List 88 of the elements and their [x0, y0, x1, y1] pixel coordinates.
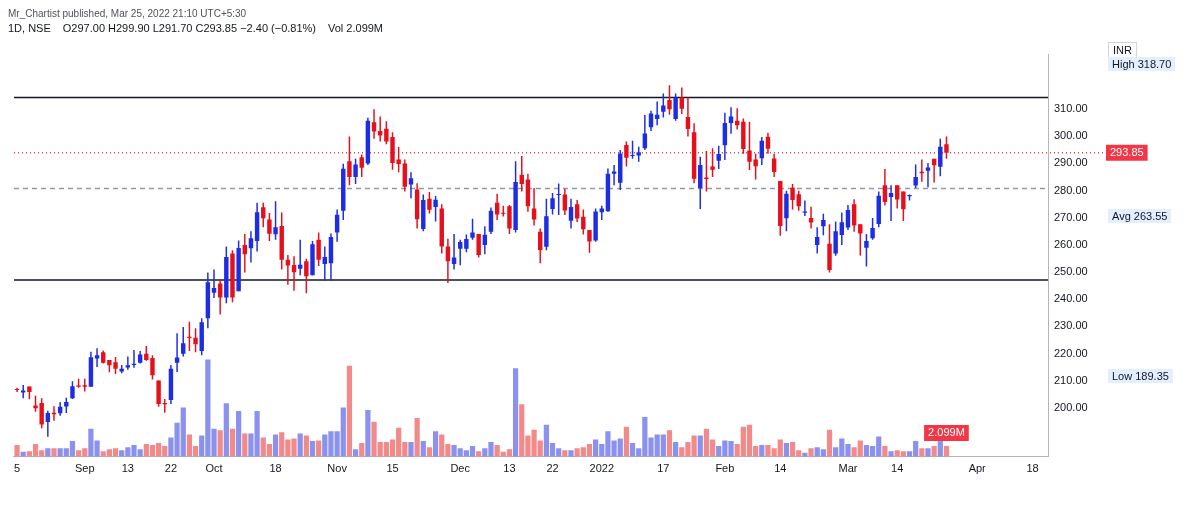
- candlestick: [377, 116, 383, 142]
- candlestick: [14, 387, 20, 393]
- y-tick-label: 270.00: [1054, 210, 1088, 223]
- bar: [51, 448, 57, 457]
- text: Mr_Chartist published, Mar 25, 2022 21:10 UTC+5:30: [8, 8, 248, 21]
- x-tick-label: 15: [386, 462, 399, 475]
- x-tick-label: Feb: [715, 462, 735, 475]
- bar: [223, 403, 229, 457]
- y-tick-label: 220.00: [1054, 346, 1088, 359]
- bar: [512, 368, 519, 457]
- candlestick: [211, 269, 217, 299]
- x-tick-label: 22: [164, 462, 178, 475]
- candlestick: [611, 164, 617, 186]
- candlestick: [925, 163, 931, 188]
- bar: [236, 410, 242, 457]
- candlestick: [322, 246, 328, 281]
- bar: [623, 426, 630, 457]
- bar: [309, 441, 316, 457]
- x-tick-label: 17: [657, 462, 670, 475]
- text: O297.00 H299.90 L291.70 C293.85 −2.40 (−0.81%): [62, 22, 316, 36]
- bar: [242, 433, 248, 457]
- ref-line-label: 293.85: [1110, 145, 1144, 158]
- candlestick: [21, 385, 26, 399]
- bar: [408, 442, 414, 457]
- bar: [759, 445, 765, 457]
- x-tick-label: 13: [503, 462, 516, 475]
- x-tick-label: Dec: [450, 462, 471, 475]
- bar: [925, 448, 931, 457]
- y-tick-label: 210.00: [1054, 373, 1088, 386]
- text: Avg 263.55: [1108, 209, 1172, 224]
- candlestick: [685, 97, 691, 137]
- candlestick: [82, 378, 87, 392]
- candlestick: [457, 239, 463, 266]
- text: INR: [1108, 42, 1137, 58]
- y-tick-label: 230.00: [1054, 319, 1088, 332]
- x-tick-label: Sep: [74, 462, 95, 475]
- bar: [272, 434, 279, 457]
- x-tick-label: Oct: [205, 462, 223, 475]
- y-tick-label: 310.00: [1054, 101, 1088, 114]
- bar: [420, 441, 426, 457]
- chart-title: 1D, NSE: [8, 22, 51, 36]
- bar: [666, 430, 673, 457]
- bar: [826, 429, 833, 457]
- bar: [882, 446, 888, 457]
- text: Low 189.35: [1108, 368, 1173, 383]
- bar: [888, 451, 894, 457]
- y-tick-label: 260.00: [1054, 237, 1088, 250]
- text: Vol 2.099M: [328, 22, 384, 36]
- x-tick-label: Apr: [968, 462, 987, 475]
- x-tick-label: 13: [121, 462, 134, 475]
- bar: [432, 431, 439, 457]
- text: High 318.70: [1108, 57, 1176, 72]
- candlestick: [371, 109, 377, 139]
- bar: [808, 448, 814, 457]
- bar: [229, 428, 236, 457]
- x-tick-label: 2022: [589, 462, 615, 475]
- bar: [297, 433, 303, 457]
- x-tick-label: Nov: [327, 462, 348, 475]
- y-tick-label: 240.00: [1054, 292, 1088, 305]
- bar: [414, 418, 420, 457]
- bar: [346, 365, 353, 457]
- candlestick: [408, 172, 414, 199]
- bar: [568, 450, 574, 457]
- x-tick-label: 5: [14, 462, 21, 475]
- y-tick-label: 250.00: [1054, 265, 1088, 278]
- bar: [365, 409, 371, 457]
- data-label: 2.099M: [928, 426, 965, 439]
- y-tick-label: 290.00: [1054, 156, 1088, 169]
- x-tick-label: 14: [891, 462, 904, 475]
- candlestick: [531, 188, 537, 226]
- bar: [673, 442, 679, 457]
- bar: [303, 435, 309, 457]
- bar: [217, 430, 223, 457]
- x-tick-label: 18: [269, 462, 282, 475]
- candlestick: [802, 200, 808, 217]
- y-tick-label: 280.00: [1054, 183, 1088, 196]
- y-tick-label: 300.00: [1054, 129, 1088, 142]
- x-tick-label: 22: [546, 462, 559, 475]
- candlestick: [599, 205, 604, 221]
- x-tick-label: Mar: [838, 462, 858, 475]
- bar: [14, 445, 20, 457]
- bar: [783, 443, 790, 457]
- x-tick-label: 14: [774, 462, 787, 475]
- bar: [697, 435, 703, 457]
- y-tick-label: 200.00: [1054, 400, 1088, 413]
- bar: [359, 443, 365, 457]
- candlestick: [808, 206, 814, 229]
- x-tick-label: 18: [1026, 462, 1039, 475]
